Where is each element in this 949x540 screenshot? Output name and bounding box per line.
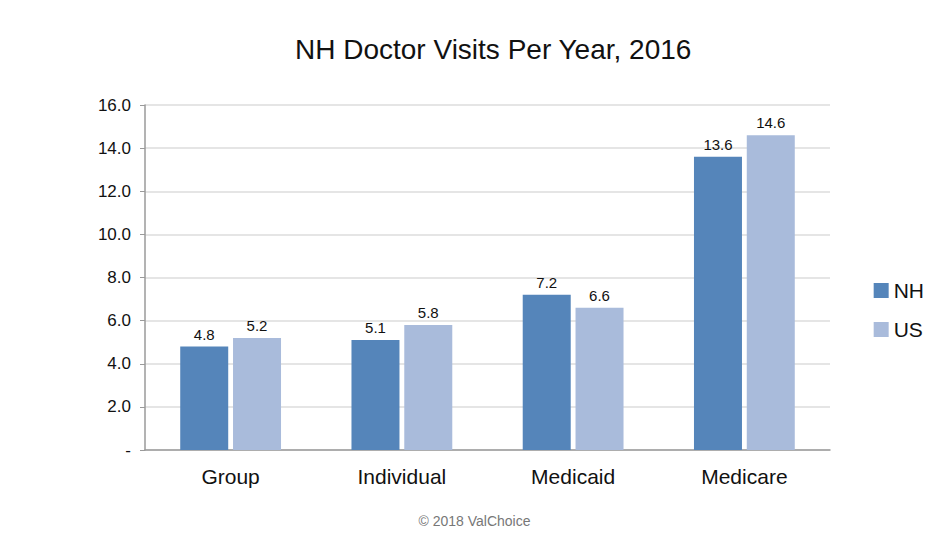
svg-text:7.2: 7.2 (536, 274, 557, 291)
svg-text:Medicare: Medicare (701, 465, 787, 488)
svg-text:13.6: 13.6 (703, 136, 732, 153)
svg-text:© 2018 ValChoice: © 2018 ValChoice (418, 513, 530, 529)
svg-text:5.1: 5.1 (365, 319, 386, 336)
svg-text:5.8: 5.8 (418, 304, 439, 321)
svg-text:2.0: 2.0 (107, 397, 131, 416)
svg-text:-: - (125, 441, 131, 460)
svg-text:14.6: 14.6 (756, 114, 785, 131)
svg-text:US: US (894, 318, 923, 341)
svg-text:5.2: 5.2 (247, 317, 268, 334)
svg-text:12.0: 12.0 (98, 182, 131, 201)
svg-text:4.8: 4.8 (194, 326, 215, 343)
svg-text:6.6: 6.6 (589, 287, 610, 304)
svg-text:8.0: 8.0 (107, 268, 131, 287)
svg-text:Group: Group (201, 465, 259, 488)
svg-text:Medicaid: Medicaid (531, 465, 615, 488)
svg-text:6.0: 6.0 (107, 311, 131, 330)
svg-text:10.0: 10.0 (98, 225, 131, 244)
svg-text:16.0: 16.0 (98, 96, 131, 115)
svg-text:NH: NH (894, 279, 924, 302)
svg-text:4.0: 4.0 (107, 354, 131, 373)
svg-text:Individual: Individual (358, 465, 447, 488)
svg-text:14.0: 14.0 (98, 139, 131, 158)
svg-text:NH Doctor Visits Per Year, 201: NH Doctor Visits Per Year, 2016 (295, 34, 691, 65)
